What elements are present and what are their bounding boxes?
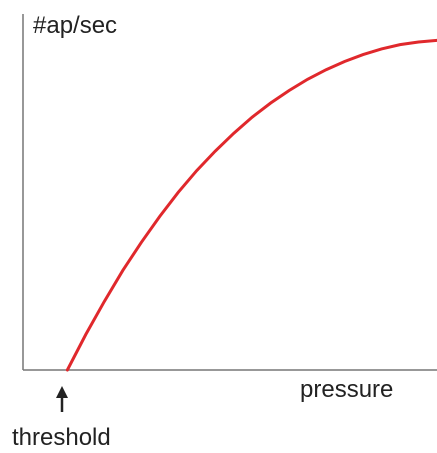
threshold-arrow-icon <box>56 386 68 398</box>
threshold-annotation: threshold <box>12 386 111 451</box>
response-curve-line <box>67 40 437 370</box>
x-axis-label: pressure <box>300 376 393 403</box>
y-axis-label: #ap/sec <box>33 12 117 39</box>
threshold-label: threshold <box>12 424 111 451</box>
